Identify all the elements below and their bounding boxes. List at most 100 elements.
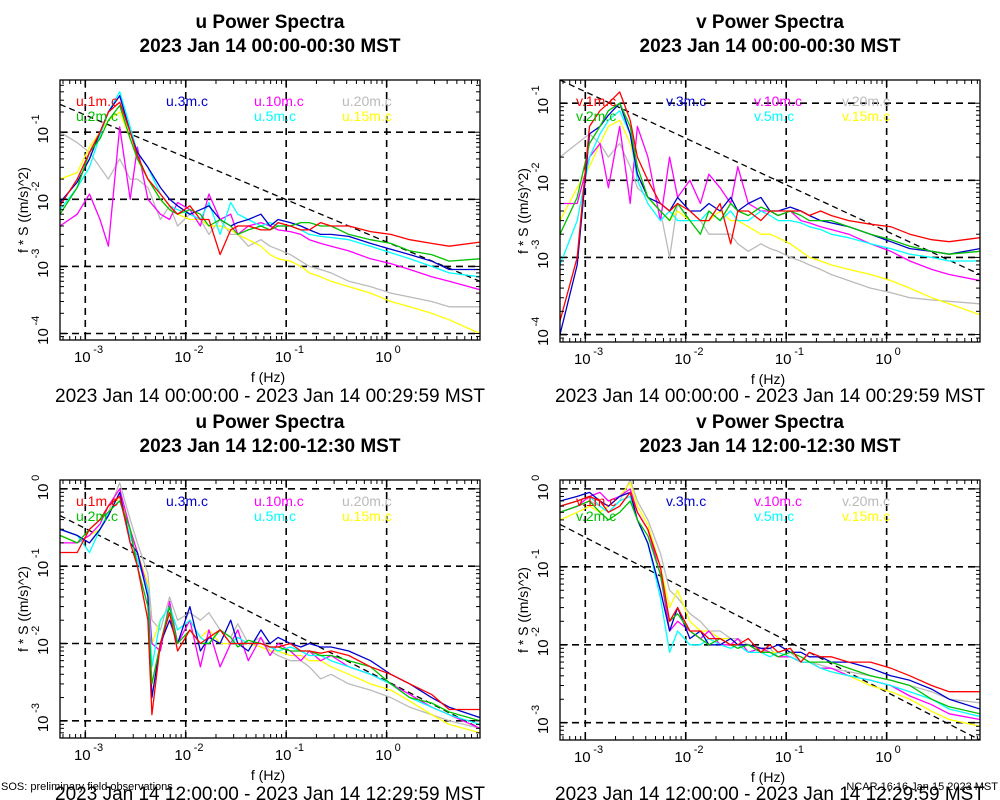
series-line-v-3m-c (560, 103, 980, 334)
y-tick-label: 10-1 (530, 549, 552, 578)
legend-entry: u.10m.c (254, 93, 304, 109)
legend-entry: v.3m.c (666, 93, 706, 109)
y-tick-base: 10 (535, 175, 552, 192)
series-line-v-2m-c (560, 501, 980, 714)
x-tick-exponent: 0 (895, 744, 901, 756)
series-group (60, 92, 480, 334)
legend-entry: v.2m.c (576, 508, 616, 524)
y-tick-label: 10-2 (530, 163, 552, 192)
legend-entry: u.3m.c (166, 493, 208, 509)
series-line-u-2m-c (60, 106, 480, 262)
y-tick-label: 10-4 (530, 317, 552, 346)
y-tick-base: 10 (35, 127, 52, 144)
x-tick-label: 10 -2 (174, 344, 203, 366)
legend-entry: v.20m.c (842, 93, 890, 109)
x-tick-label: 10 0 (875, 744, 900, 766)
legend-entry: u.15m.c (342, 108, 392, 124)
x-tick-label: 10 -2 (674, 346, 703, 368)
series-line-v-3m-c (560, 492, 980, 709)
x-tick-label: 10 0 (375, 344, 400, 366)
chart-title: u Power Spectra (196, 12, 345, 33)
series-line-u-15m-c (60, 496, 480, 733)
y-tick-base: 10 (35, 638, 52, 655)
legend-entry: v.3m.c (666, 493, 706, 509)
y-axis-label: f * S ((m/s)^2) (515, 168, 531, 254)
y-tick-base: 10 (35, 328, 52, 345)
series-line-v-2m-c (560, 103, 980, 254)
y-tick-base: 10 (535, 639, 552, 656)
y-tick-label: 10 0 (30, 475, 52, 500)
x-tick-base: 10 (875, 351, 892, 368)
y-tick-label: 10-3 (30, 249, 52, 278)
y-tick-exponent: -4 (30, 316, 42, 326)
x-axis-label: f (Hz) (251, 767, 285, 783)
y-tick-label: 10-3 (30, 703, 52, 732)
x-tick-base: 10 (674, 749, 691, 766)
legend-entry: u.2m.c (76, 508, 118, 524)
y-tick-base: 10 (535, 484, 552, 501)
series-line-v-5m-c (560, 111, 980, 265)
reference-line (560, 524, 980, 740)
x-tick-label: 10 -1 (275, 344, 304, 366)
x-tick-exponent: -3 (593, 744, 603, 756)
y-tick-base: 10 (535, 717, 552, 734)
y-tick-exponent: -4 (530, 317, 542, 327)
series-line-v-20m-c (560, 134, 980, 304)
x-tick-exponent: -3 (93, 742, 103, 754)
y-tick-label: 10-3 (530, 240, 552, 269)
y-tick-label: 10-1 (30, 548, 52, 577)
series-line-u-3m-c (60, 492, 480, 717)
x-tick-label: 10 -1 (275, 742, 304, 764)
legend-entry: v.1m.c (576, 493, 616, 509)
y-tick-label: 10-1 (30, 114, 52, 143)
spectra-figure: u Power Spectra2023 Jan 14 00:00-00:30 M… (0, 0, 1000, 800)
y-tick-exponent: -1 (30, 548, 42, 558)
x-axis-label: f (Hz) (751, 371, 785, 387)
y-tick-exponent: -2 (30, 182, 42, 192)
y-axis-label-group: f * S ((m/s)^2) (515, 168, 531, 254)
legend-entry: u.2m.c (76, 108, 118, 124)
y-tick-exponent: -3 (30, 703, 42, 713)
chart-title: v Power Spectra (696, 412, 844, 433)
x-tick-exponent: -1 (794, 346, 804, 358)
x-tick-exponent: -3 (593, 346, 603, 358)
legend-entry: v.15m.c (842, 108, 890, 124)
x-tick-exponent: -1 (794, 744, 804, 756)
y-tick-exponent: 0 (530, 475, 542, 481)
legend-entry: u.20m.c (342, 93, 392, 109)
y-tick-base: 10 (35, 261, 52, 278)
x-tick-label: 10 -3 (574, 744, 603, 766)
y-axis-label-group: f * S ((m/s)^2) (15, 566, 31, 652)
footer-left-note-text: SOS: preliminary field observations (1, 781, 173, 793)
x-tick-base: 10 (275, 349, 292, 366)
x-tick-exponent: -2 (194, 742, 204, 754)
chart-panel-2: v Power Spectra 2023 Jan 14 00:00-00:30 M… (515, 12, 985, 407)
y-tick-exponent: -3 (30, 249, 42, 259)
y-tick-exponent: -2 (530, 163, 542, 173)
y-tick-exponent: -1 (30, 114, 42, 124)
legend-entry: v.10m.c (754, 93, 802, 109)
series-line-u-1m-c (60, 102, 480, 254)
x-tick-base: 10 (275, 747, 292, 764)
x-tick-label: 10 0 (375, 742, 400, 764)
time-range: 2023 Jan 14 00:00:00 - 2023 Jan 14 00:29… (55, 386, 485, 407)
x-tick-base: 10 (375, 349, 392, 366)
series-line-u-20m-c (60, 132, 480, 307)
x-tick-base: 10 (74, 747, 91, 764)
chart-subtitle: 2023 Jan 14 12:00-12:30 MST (640, 436, 901, 457)
y-tick-base: 10 (35, 194, 52, 211)
y-tick-label: 10-1 (530, 85, 552, 114)
legend-entry: u.5m.c (254, 508, 296, 524)
y-tick-exponent: 0 (30, 475, 42, 481)
legend-entry: v.2m.c (576, 108, 616, 124)
reference-line (60, 516, 480, 729)
y-tick-label: 10-2 (30, 626, 52, 655)
legend-entry: u.5m.c (254, 108, 296, 124)
y-tick-base: 10 (535, 252, 552, 269)
legend-entry: v.20m.c (842, 493, 890, 509)
legend-entry: u.3m.c (166, 93, 208, 109)
y-tick-exponent: -1 (530, 549, 542, 559)
legend-entry: v.15m.c (842, 508, 890, 524)
y-axis-label-group: f * S ((m/s)^2) (15, 167, 31, 253)
x-tick-label: 10 0 (875, 346, 900, 368)
